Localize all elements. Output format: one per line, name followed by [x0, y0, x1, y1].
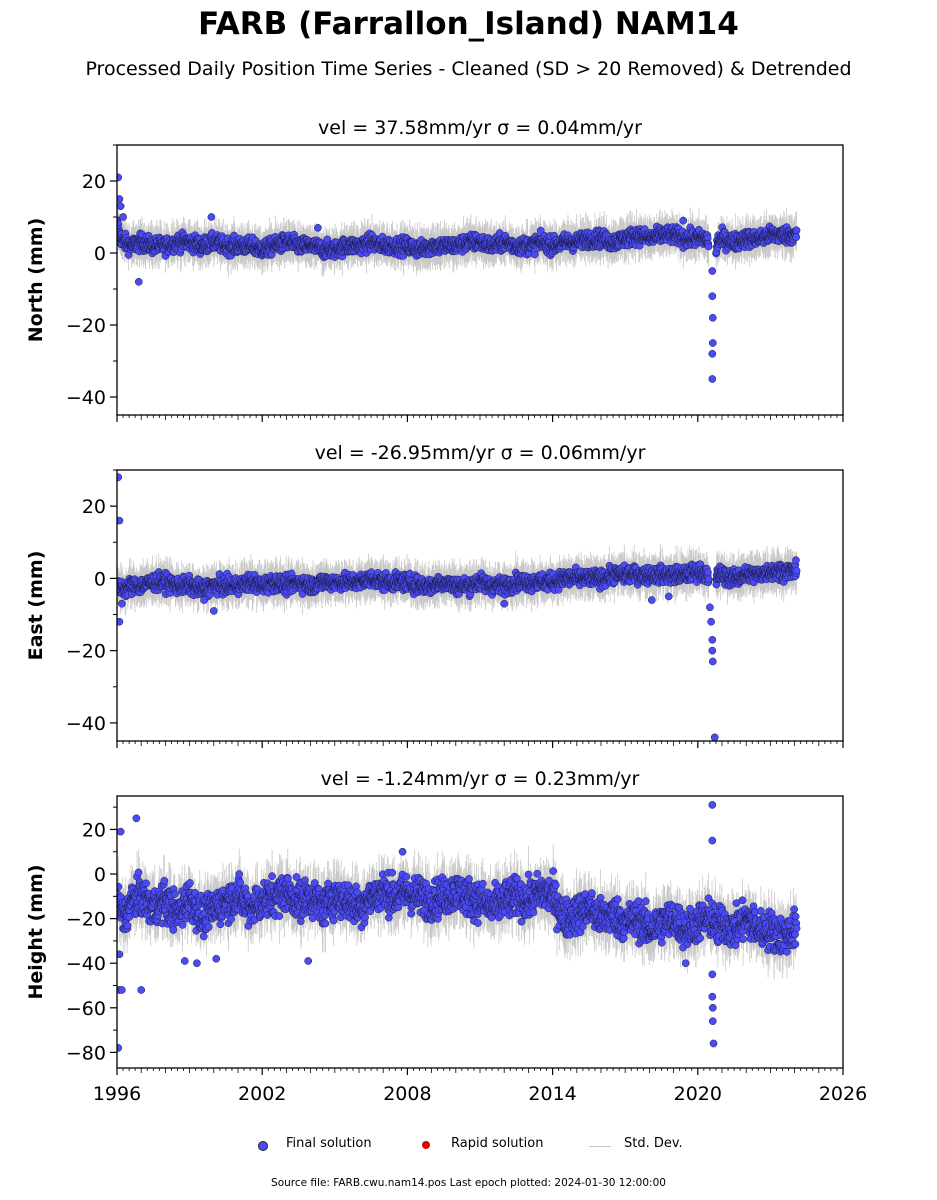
y-tick-label: −20 [66, 315, 106, 337]
y-axis-label: East (mm) [25, 551, 47, 661]
data-point [792, 226, 801, 235]
data-point [708, 339, 717, 347]
y-tick-label: −40 [66, 387, 106, 409]
data-point [207, 213, 216, 221]
data-point [708, 267, 717, 275]
data-point [314, 223, 322, 232]
y-axis-label: North (mm) [25, 218, 47, 343]
plot-area [117, 173, 801, 383]
panel-title: vel = -26.95mm/yr σ = 0.06mm/yr [315, 442, 646, 464]
data-point [117, 173, 123, 182]
data-point [134, 277, 143, 286]
chart-title: FARB (Farrallon_Island) NAM14 [198, 6, 739, 42]
plot-area [117, 473, 801, 741]
plot-frame [116, 144, 844, 416]
chart-subtitle: Processed Daily Position Time Series - C… [85, 58, 852, 80]
y-tick-label: 0 [94, 243, 106, 265]
data-point [708, 313, 717, 322]
data-point [679, 216, 688, 225]
data-point [536, 226, 545, 235]
data-point [117, 202, 125, 211]
data-point [704, 242, 713, 251]
data-point [708, 349, 717, 358]
data-point [708, 292, 717, 301]
y-tick-label: 20 [82, 171, 106, 193]
panel-title: vel = 37.58mm/yr σ = 0.04mm/yr [318, 117, 642, 139]
data-point [708, 375, 717, 383]
data-point [119, 213, 127, 221]
data-point [792, 233, 801, 242]
